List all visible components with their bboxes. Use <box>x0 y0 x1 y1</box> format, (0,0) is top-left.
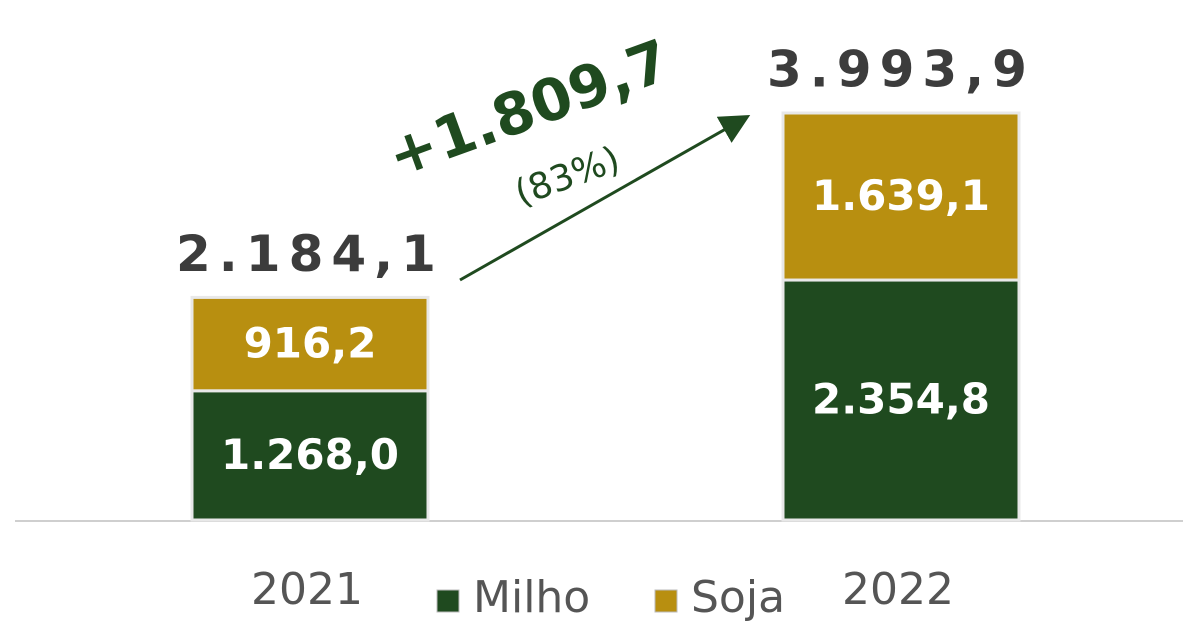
bar-segment <box>781 111 1021 282</box>
value-label: 1.639,1 <box>812 171 990 220</box>
change-pct: (83%) <box>510 139 626 215</box>
legend-label: Soja <box>691 572 785 621</box>
change-arrow <box>459 115 751 282</box>
total-label: 3.993,9 <box>767 41 1035 99</box>
bar-segment <box>190 389 430 522</box>
x-tick-label: 2022 <box>842 564 954 615</box>
value-label: 916,2 <box>244 319 377 368</box>
bar-segment <box>190 295 430 393</box>
legend-swatch <box>436 589 460 613</box>
value-label: 2.354,8 <box>812 375 990 424</box>
x-tick-label: 2021 <box>251 564 363 615</box>
legend-swatch <box>654 589 678 613</box>
bar-segment <box>781 278 1021 522</box>
value-label: 1.268,0 <box>221 430 399 479</box>
change-label: +1.809,7 <box>379 26 679 191</box>
legend-label: Milho <box>473 572 590 621</box>
total-label: 2.184,1 <box>176 225 444 283</box>
